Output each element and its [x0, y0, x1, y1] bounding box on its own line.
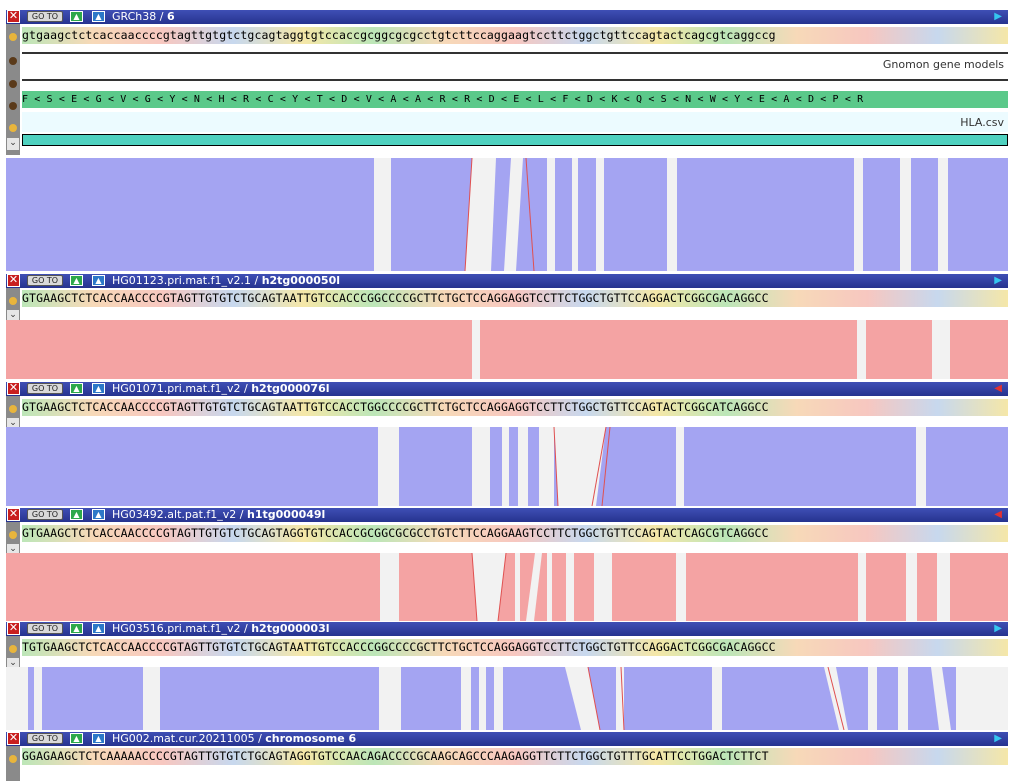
genome-name: HG03492.alt.pat.f1_v2: [112, 508, 237, 521]
goto-button[interactable]: GO TO: [27, 509, 63, 520]
track-header-hg03492: ✕ GO TO ▲ ▲ HG03492.alt.pat.f1_v2 / h1tg…: [6, 508, 1008, 522]
track-title: GRCh38 / 6: [112, 10, 175, 23]
move-up-icon[interactable]: ▲: [70, 11, 83, 22]
collapse-icon[interactable]: ⌄: [7, 310, 19, 322]
alignment-band: [6, 553, 1008, 621]
track-sidebar: ⌄: [6, 522, 20, 558]
close-icon[interactable]: ✕: [7, 273, 20, 287]
genome-name: HG01071.pri.mat.f1_v2: [112, 382, 241, 395]
track-title: HG01123.pri.mat.f1_v2.1 / h2tg000050l: [112, 274, 340, 287]
hla-track-label: HLA.csv: [960, 116, 1004, 129]
status-dot-icon[interactable]: [9, 124, 17, 132]
collapse-icon[interactable]: ⌄: [7, 138, 19, 150]
move-top-icon[interactable]: ▲: [92, 275, 105, 286]
goto-button[interactable]: GO TO: [27, 383, 63, 394]
gene-model-line: [22, 79, 1008, 81]
move-top-icon[interactable]: ▲: [92, 623, 105, 634]
sequence-name: h2tg000003l: [251, 622, 330, 635]
track-title: HG03492.alt.pat.f1_v2 / h1tg000049l: [112, 508, 326, 521]
reference-sequence: gtgaagctctcaccaaccccgtagttgtgtctgcagtagg…: [22, 27, 1008, 44]
sequence-name: h1tg000049l: [247, 508, 326, 521]
move-top-icon[interactable]: ▲: [92, 733, 105, 744]
direction-arrow-icon[interactable]: ◀: [994, 509, 1002, 520]
alignment-band: [6, 427, 1008, 506]
track-sidebar: [6, 746, 20, 781]
alignment-band-graphic: [6, 427, 1008, 506]
alignment-band: [6, 667, 1008, 730]
move-up-icon[interactable]: ▲: [70, 623, 83, 634]
goto-button[interactable]: GO TO: [27, 733, 63, 744]
track-header-hg01071: ✕ GO TO ▲ ▲ HG01071.pri.mat.f1_v2 / h2tg…: [6, 382, 1008, 396]
direction-arrow-icon[interactable]: ▶: [994, 275, 1002, 286]
move-up-icon[interactable]: ▲: [70, 383, 83, 394]
track-header-grch38: ✕ GO TO ▲ ▲ GRCh38 / 6 ▶: [6, 10, 1008, 24]
genome-name: HG03516.pri.mat.f1_v2: [112, 622, 241, 635]
gene-model-line: [22, 52, 1008, 54]
genome-name: HG002.mat.cur.20211005: [112, 732, 255, 745]
close-icon[interactable]: ✕: [7, 731, 20, 745]
status-dot-icon[interactable]: [9, 297, 17, 305]
direction-arrow-icon[interactable]: ▶: [994, 733, 1002, 744]
direction-arrow-icon[interactable]: ▶: [994, 11, 1002, 22]
alignment-band: [6, 320, 1008, 379]
sequence-name: chromosome 6: [265, 732, 357, 745]
track-header-hg03516: ✕ GO TO ▲ ▲ HG03516.pri.mat.f1_v2 / h2tg…: [6, 622, 1008, 636]
gnomon-track-label: Gnomon gene models: [882, 58, 1004, 71]
assembly-sequence: GTGAAGCTCTCACCAACCCCGTAGTTGTGTCTGCAGTAAT…: [22, 290, 1008, 307]
hla-track-background: [22, 112, 1008, 132]
status-dot-icon[interactable]: [9, 645, 17, 653]
protein-translation: F < S < E < G < V < G < Y < N < H < R < …: [22, 91, 1008, 108]
goto-button[interactable]: GO TO: [27, 623, 63, 634]
alignment-band: [6, 158, 1008, 271]
track-title: HG03516.pri.mat.f1_v2 / h2tg000003l: [112, 622, 330, 635]
move-up-icon[interactable]: ▲: [70, 275, 83, 286]
move-up-icon[interactable]: ▲: [70, 509, 83, 520]
assembly-sequence: GTGAAGCTCTCACCAACCCCGTAGTTGTGTCTGCAGTAGG…: [22, 525, 1008, 542]
goto-button[interactable]: GO TO: [27, 11, 63, 22]
status-dot-icon[interactable]: [9, 755, 17, 763]
assembly-sequence: GTGAAGCTCTCACCAACCCCGTAGTTGTGTCTGCAGTAAT…: [22, 399, 1008, 416]
move-up-icon[interactable]: ▲: [70, 733, 83, 744]
status-dot-icon[interactable]: [9, 80, 17, 88]
status-dot-icon[interactable]: [9, 102, 17, 110]
move-top-icon[interactable]: ▲: [92, 509, 105, 520]
status-dot-icon[interactable]: [9, 531, 17, 539]
close-icon[interactable]: ✕: [7, 381, 20, 395]
direction-arrow-icon[interactable]: ▶: [994, 623, 1002, 634]
track-title: HG01071.pri.mat.f1_v2 / h2tg000076l: [112, 382, 330, 395]
alignment-band-graphic: [6, 320, 1008, 379]
move-top-icon[interactable]: ▲: [92, 383, 105, 394]
direction-arrow-icon[interactable]: ◀: [994, 383, 1002, 394]
close-icon[interactable]: ✕: [7, 9, 20, 23]
track-sidebar: ⌄: [6, 288, 20, 324]
assembly-sequence: TGTGAAGCTCTCACCAACCCCGTAGTTGTGTCTGCAGTAA…: [22, 639, 1008, 656]
genome-name: HG01123.pri.mat.f1_v2.1: [112, 274, 251, 287]
close-icon[interactable]: ✕: [7, 507, 20, 521]
alignment-band-graphic: [6, 667, 1008, 730]
sequence-name: h2tg000050l: [261, 274, 340, 287]
sequence-name: h2tg000076l: [251, 382, 330, 395]
status-dot-icon[interactable]: [9, 405, 17, 413]
goto-button[interactable]: GO TO: [27, 275, 63, 286]
track-title: HG002.mat.cur.20211005 / chromosome 6: [112, 732, 357, 745]
track-header-hg01123: ✕ GO TO ▲ ▲ HG01123.pri.mat.f1_v2.1 / h2…: [6, 274, 1008, 288]
track-sidebar: ⌄: [6, 24, 20, 155]
track-header-hg002: ✕ GO TO ▲ ▲ HG002.mat.cur.20211005 / chr…: [6, 732, 1008, 746]
sequence-name: 6: [166, 10, 175, 23]
close-icon[interactable]: ✕: [7, 621, 20, 635]
status-dot-icon[interactable]: [9, 57, 17, 65]
move-top-icon[interactable]: ▲: [92, 11, 105, 22]
status-dot-icon[interactable]: [9, 33, 17, 41]
hla-feature-bar[interactable]: [22, 134, 1008, 146]
genome-name: GRCh38: [112, 10, 157, 23]
assembly-sequence: GGAGAAGCTCTCAAAAACCCCGTAGTTGTGTCTGCAGTAG…: [22, 748, 1008, 765]
alignment-band-graphic: [6, 158, 1008, 271]
alignment-band-graphic: [6, 553, 1008, 621]
